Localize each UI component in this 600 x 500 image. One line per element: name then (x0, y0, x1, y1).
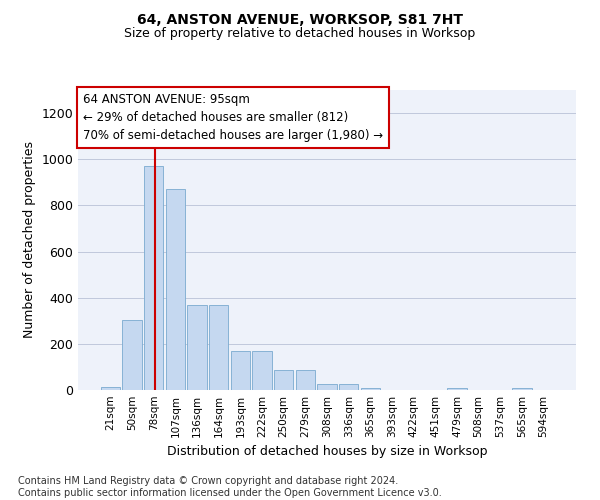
Bar (274, 370, 293, 390)
Text: Size of property relative to detached houses in Worksop: Size of property relative to detached ho… (124, 28, 476, 40)
Bar (144, 166, 163, 390)
Bar (339, 384, 358, 390)
Bar (361, 388, 380, 390)
Y-axis label: Number of detached properties: Number of detached properties (23, 142, 36, 338)
Text: 64, ANSTON AVENUE, WORKSOP, S81 7HT: 64, ANSTON AVENUE, WORKSOP, S81 7HT (137, 12, 463, 26)
Bar (252, 351, 272, 390)
Bar (317, 384, 337, 390)
Bar (187, 304, 207, 390)
Bar (166, 189, 185, 390)
Bar (209, 304, 229, 390)
Bar (230, 351, 250, 390)
Bar (101, 387, 120, 390)
Text: Contains HM Land Registry data © Crown copyright and database right 2024.
Contai: Contains HM Land Registry data © Crown c… (18, 476, 442, 498)
Bar (447, 388, 467, 390)
Bar (296, 370, 315, 390)
X-axis label: Distribution of detached houses by size in Worksop: Distribution of detached houses by size … (167, 446, 487, 458)
Bar (122, 320, 142, 390)
Bar (512, 388, 532, 390)
Text: 64 ANSTON AVENUE: 95sqm
← 29% of detached houses are smaller (812)
70% of semi-d: 64 ANSTON AVENUE: 95sqm ← 29% of detache… (83, 93, 383, 142)
